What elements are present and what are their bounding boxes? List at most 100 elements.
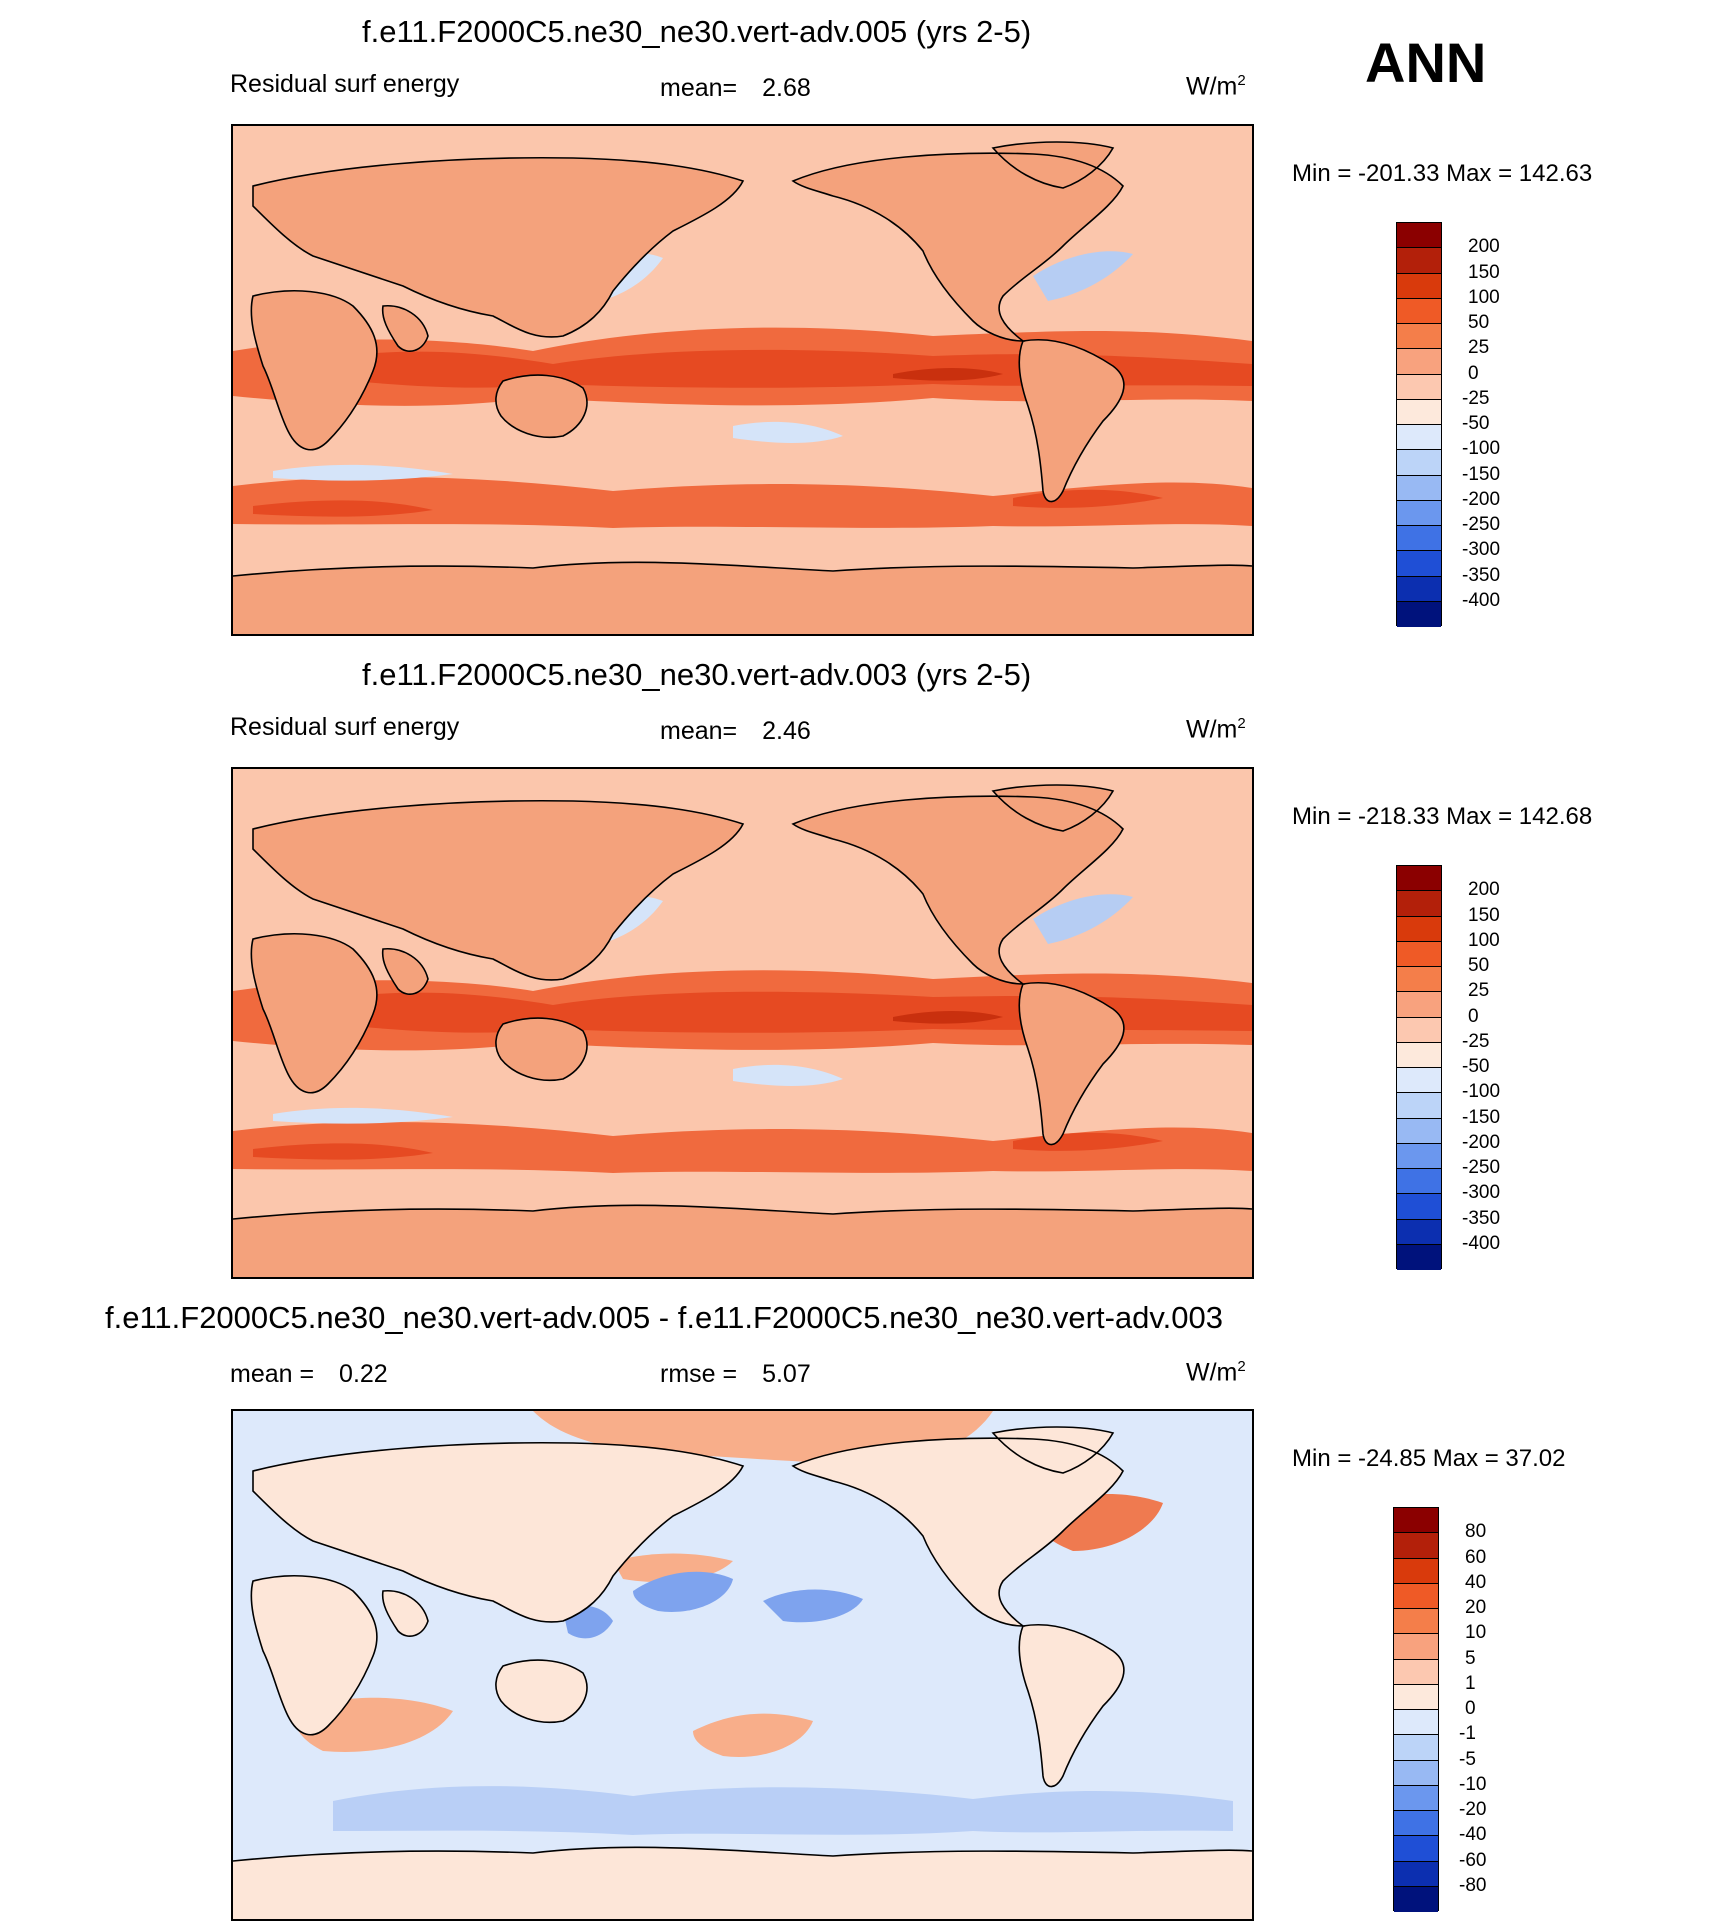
colorbar-swatch — [1397, 1068, 1441, 1094]
colorbar-label: -50 — [1462, 413, 1490, 434]
colorbar-swatch — [1397, 248, 1441, 274]
africa — [251, 1575, 377, 1735]
panel1-units-sup: 2 — [1237, 72, 1246, 89]
panel1-units-text: W/m — [1186, 72, 1238, 101]
eurasia-coast — [252, 799, 745, 981]
eurasia — [253, 1442, 743, 1622]
colorbar-swatch — [1394, 1533, 1438, 1559]
panel3-colorbar-labels: 80 60 40 20 10 5 1 0 -1 -5 -10 -20 -40 -60 -80 — [1459, 1507, 1539, 1911]
colorbar-swatch — [1397, 1118, 1441, 1144]
south-america — [1019, 339, 1124, 502]
north-america — [793, 1438, 1123, 1626]
north-america — [793, 796, 1123, 984]
colorbar-swatch — [1394, 1760, 1438, 1786]
colorbar-swatch — [1397, 1169, 1441, 1195]
panel1-colorbar — [1396, 222, 1442, 627]
panel2-colorbar-labels: 200 150 100 50 25 0 -25 -50 -100 -150 -200 -250 -300… — [1462, 865, 1542, 1269]
eurasia — [253, 800, 743, 980]
south-america — [1019, 1624, 1124, 1787]
panel2-title: f.e11.F2000C5.ne30_ne30.vert-adv.003 (yr… — [362, 657, 1032, 692]
panel1-units: W/m2 — [1186, 72, 1246, 101]
colorbar-label: 150 — [1468, 904, 1500, 926]
colorbar-swatch — [1397, 1093, 1441, 1119]
colorbar-label: -25 — [1462, 1030, 1490, 1052]
colorbar-swatch — [1397, 223, 1441, 249]
panel2-mean-label: mean= — [660, 717, 738, 745]
panel2-mean-value: 2.46 — [762, 717, 811, 745]
colorbar-label: 50 — [1468, 312, 1490, 333]
panel2-map — [231, 767, 1254, 1279]
colorbar-swatch — [1394, 1508, 1438, 1534]
panel1-colorbar-labels: 200 150 100 50 25 0 -25 -50 -100 -150 -200 -250 -300… — [1462, 222, 1542, 626]
india-coast — [381, 1590, 429, 1637]
panel3-rmse: rmse = 5.07 — [660, 1360, 811, 1389]
colorbar-label: 0 — [1468, 1005, 1479, 1027]
colorbar-swatch — [1394, 1684, 1438, 1710]
tropical-core — [893, 1011, 1003, 1024]
colorbar-label: -20 — [1459, 1799, 1487, 1820]
panel3-mean-label: mean = — [230, 1360, 315, 1388]
colorbar-swatch — [1397, 273, 1441, 299]
colorbar-swatch — [1397, 941, 1441, 967]
africa-coast — [250, 290, 378, 451]
panel3-map — [231, 1409, 1254, 1921]
colorbar-swatch — [1394, 1785, 1438, 1811]
land-masses — [233, 785, 1252, 1277]
africa — [251, 933, 377, 1093]
colorbar-label: 50 — [1468, 955, 1490, 976]
colorbar-label: 10 — [1465, 1622, 1487, 1644]
cool-patch-gulfstream — [1033, 251, 1133, 301]
antarctica-coast — [233, 561, 1252, 577]
colorbar-swatch — [1394, 1811, 1438, 1837]
southern-band-warm — [233, 476, 1252, 528]
colorbar-swatch — [1394, 1659, 1438, 1685]
south-america-coast — [1018, 1623, 1125, 1788]
panel2-units: W/m2 — [1186, 715, 1246, 744]
colorbar-label: -200 — [1462, 1131, 1501, 1153]
cool-anomaly-epacific — [763, 1589, 863, 1623]
colorbar-label: -5 — [1459, 1748, 1476, 1770]
australia — [495, 375, 587, 438]
colorbar-swatch — [1397, 1244, 1441, 1270]
panel2-map-svg — [233, 769, 1252, 1277]
colorbar-swatch — [1397, 601, 1441, 627]
panel3-units-text: W/m — [1186, 1358, 1238, 1387]
colorbar-label: 150 — [1468, 261, 1500, 283]
antarctica — [233, 1205, 1252, 1277]
colorbar-label: -350 — [1462, 564, 1501, 586]
panel1-map — [231, 124, 1254, 636]
colorbar-label: -350 — [1462, 1207, 1501, 1229]
colorbar-swatch — [1394, 1735, 1438, 1761]
colorbar-swatch — [1397, 324, 1441, 350]
south-america-coast — [1018, 981, 1125, 1146]
colorbar-swatch — [1397, 891, 1441, 917]
cool-anomaly-south — [333, 1786, 1233, 1835]
panel1-mean-value: 2.68 — [762, 74, 811, 102]
colorbar-swatch — [1397, 1042, 1441, 1068]
colorbar-swatch — [1397, 425, 1441, 451]
colorbar-swatch — [1394, 1609, 1438, 1635]
antarctica-coast — [233, 1204, 1252, 1220]
australia-coast — [495, 374, 588, 439]
colorbar-swatch — [1394, 1583, 1438, 1609]
panel2-units-text: W/m — [1186, 715, 1238, 744]
land-masses — [233, 142, 1252, 634]
north-america-coast — [791, 795, 1124, 985]
colorbar-label: -250 — [1462, 1157, 1501, 1178]
colorbar-label: -1 — [1459, 1723, 1476, 1745]
colorbar-swatch — [1394, 1558, 1438, 1584]
south-america-coast — [1018, 338, 1125, 503]
colorbar-label: -150 — [1462, 463, 1501, 485]
colorbar-label: 40 — [1465, 1571, 1487, 1593]
antarctica — [233, 1847, 1252, 1919]
colorbar-swatch — [1397, 866, 1441, 892]
coastline-strokes — [233, 141, 1252, 577]
africa-coast — [250, 933, 378, 1094]
north-america — [793, 153, 1123, 341]
colorbar-label: 100 — [1468, 929, 1500, 951]
colorbar-swatch — [1397, 349, 1441, 375]
panel3-colorbar — [1393, 1507, 1439, 1912]
colorbar-label: -200 — [1462, 488, 1501, 510]
panel2-units-sup: 2 — [1237, 715, 1246, 732]
tropical-core — [893, 368, 1003, 381]
